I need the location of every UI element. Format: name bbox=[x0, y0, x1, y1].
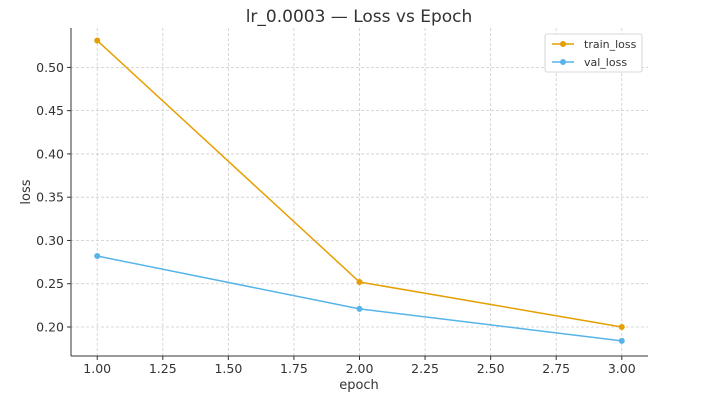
y-tick-label: 0.35 bbox=[36, 190, 64, 205]
chart-title: lr_0.0003 — Loss vs Epoch bbox=[246, 7, 473, 27]
x-tick-label: 1.25 bbox=[149, 361, 177, 376]
axes: 1.00 1.25 1.50 1.75 2.00 2.25 2.50 2.75 3.00 0.20… bbox=[36, 28, 648, 376]
data-point-train-loss bbox=[618, 324, 625, 331]
x-tick-label: 2.50 bbox=[477, 361, 505, 376]
data-point-train-loss bbox=[356, 279, 363, 286]
data-point-val-loss bbox=[94, 253, 101, 260]
y-tick-label: 0.25 bbox=[36, 276, 64, 291]
legend-marker-train-loss bbox=[560, 41, 566, 47]
y-tick-label: 0.50 bbox=[36, 60, 64, 75]
data-point-val-loss bbox=[618, 337, 625, 344]
x-tick-label: 2.25 bbox=[411, 361, 439, 376]
legend-label-val-loss: val_loss bbox=[584, 56, 627, 69]
x-tick-label: 1.00 bbox=[83, 361, 111, 376]
y-tick-label: 0.20 bbox=[36, 320, 64, 335]
x-tick-label: 3.00 bbox=[608, 361, 636, 376]
y-tick-label: 0.30 bbox=[36, 233, 64, 248]
data-point-train-loss bbox=[94, 37, 101, 44]
x-tick-label: 1.50 bbox=[214, 361, 242, 376]
y-tick-label: 0.45 bbox=[36, 103, 64, 118]
y-axis-label: loss bbox=[19, 179, 34, 204]
x-tick-label: 2.75 bbox=[542, 361, 570, 376]
x-tick-label: 2.00 bbox=[346, 361, 374, 376]
x-axis-label: epoch bbox=[339, 378, 379, 393]
legend-label-train-loss: train_loss bbox=[584, 38, 637, 51]
data-point-val-loss bbox=[356, 305, 363, 312]
legend-marker-val-loss bbox=[560, 59, 566, 65]
series bbox=[94, 37, 625, 344]
y-tick-label: 0.40 bbox=[36, 146, 64, 161]
legend: train_loss val_loss bbox=[544, 33, 643, 73]
x-tick-label: 1.75 bbox=[280, 361, 308, 376]
